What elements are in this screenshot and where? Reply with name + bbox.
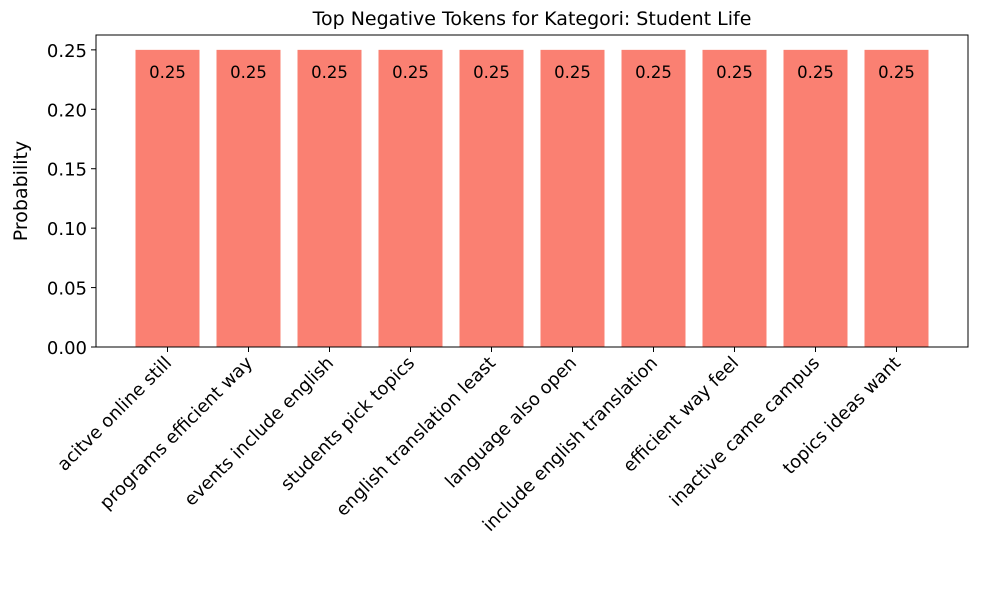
bar (783, 49, 848, 347)
x-tick-label: include english translation (479, 353, 662, 536)
y-tick-label: 0.10 (47, 219, 87, 240)
bar-value-label: 0.25 (635, 63, 672, 82)
y-tick-label: 0.15 (47, 160, 87, 181)
chart-title: Top Negative Tokens for Kategori: Studen… (312, 8, 752, 30)
bar-value-label: 0.25 (473, 63, 510, 82)
bar-value-label: 0.25 (230, 63, 267, 82)
y-axis: 0.00 0.05 0.10 0.15 0.20 0.25 (47, 41, 96, 359)
bar-value-label: 0.25 (149, 63, 186, 82)
bar (702, 49, 767, 347)
bar (864, 49, 929, 347)
bar-value-label: 0.25 (797, 63, 834, 82)
y-tick-label: 0.00 (47, 338, 87, 359)
data-labels-group: 0.25 0.25 0.25 0.25 0.25 0.25 0.25 0.25 0.25 0.25 (149, 63, 915, 82)
bar (459, 49, 524, 347)
bar-value-label: 0.25 (716, 63, 753, 82)
bar-value-label: 0.25 (392, 63, 429, 82)
bar-value-label: 0.25 (311, 63, 348, 82)
bar-value-label: 0.25 (554, 63, 591, 82)
x-tick-label: language also open (441, 353, 581, 493)
bar-value-label: 0.25 (878, 63, 915, 82)
x-tick-label: programs efficient way (96, 352, 257, 513)
x-tick-label: inactive came campus (666, 353, 824, 511)
bar (135, 49, 200, 347)
y-tick-label: 0.05 (47, 279, 87, 300)
x-tick-label: students pick topics (277, 353, 419, 495)
x-tick-label: english translation least (332, 353, 500, 521)
x-tick-label: events include english (180, 353, 338, 511)
bar (540, 49, 605, 347)
y-tick-label: 0.20 (47, 100, 87, 121)
bar (621, 49, 686, 347)
y-tick-label: 0.25 (47, 41, 87, 62)
plot-frame (95, 34, 969, 348)
bar (378, 49, 443, 347)
y-axis-label: Probability (10, 141, 32, 241)
bar (216, 49, 281, 347)
bar (297, 49, 362, 347)
bars-group (135, 49, 929, 347)
